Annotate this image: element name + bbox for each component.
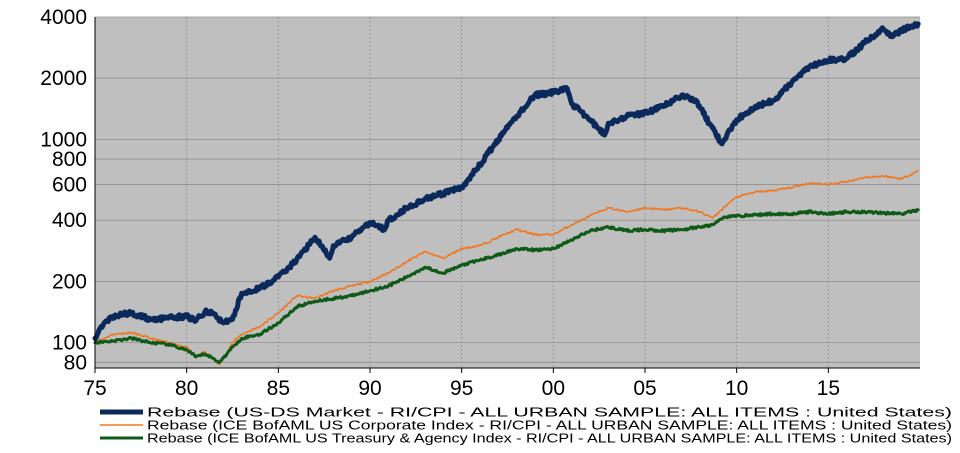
legend: Rebase (US-DS Market - RI/CPI - ALL URBA… [100, 406, 952, 446]
x-tick-label: 05 [633, 377, 656, 400]
y-tick-label: 800 [52, 148, 87, 171]
y-tick-label: 1000 [40, 128, 87, 151]
x-tick-label: 75 [83, 377, 106, 400]
y-tick-label: 400 [52, 209, 87, 232]
x-tick-label: 10 [725, 377, 748, 400]
series-line-1 [92, 21, 921, 341]
x-tick-label: 85 [267, 377, 290, 400]
legend-label: Rebase (ICE BofAML US Corporate Index - … [147, 419, 952, 433]
x-tick-label: 95 [450, 377, 473, 400]
x-tick-label: 90 [358, 377, 381, 400]
y-tick-label: 100 [52, 332, 87, 355]
y-tick-label: 4000 [40, 6, 87, 29]
x-tick-label: 80 [175, 377, 198, 400]
series-line-3 [93, 208, 920, 365]
legend-label: Rebase (ICE BofAML US Treasury & Agency … [147, 432, 952, 446]
y-tick-label: 600 [52, 173, 87, 196]
series-layer [92, 21, 921, 366]
y-tick-label: 200 [52, 270, 87, 293]
x-tick-label: 00 [542, 377, 565, 400]
x-tick-label: 15 [817, 377, 840, 400]
y-tick-label: 2000 [40, 67, 87, 90]
legend-label: Rebase (US-DS Market - RI/CPI - ALL URBA… [147, 406, 952, 420]
series-line-2 [94, 170, 919, 366]
plot-background [95, 17, 920, 368]
y-tick-label: 80 [64, 351, 87, 374]
